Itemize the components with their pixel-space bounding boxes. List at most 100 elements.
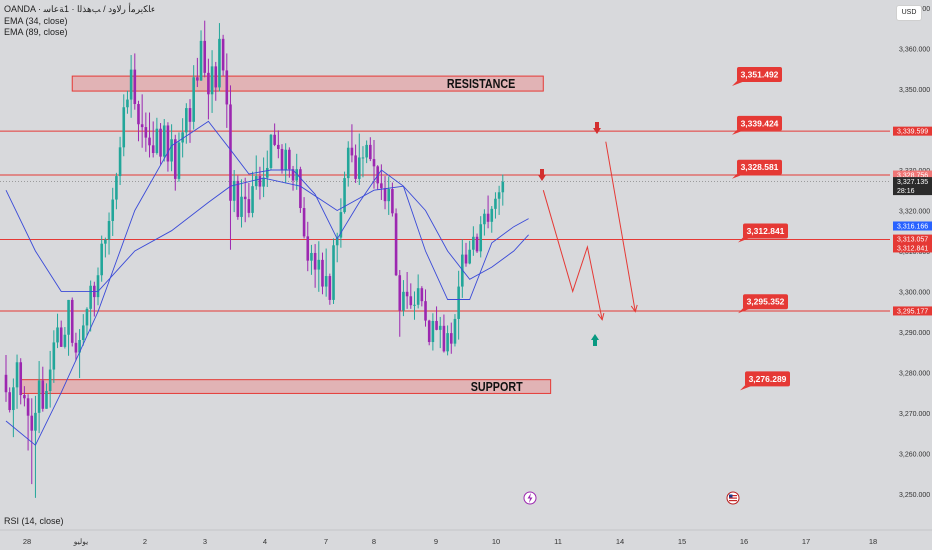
candle (321, 252, 324, 295)
candle (490, 206, 494, 233)
symbol-line[interactable]: OANDA · ﺀﺎﻜﻳﺮﻣﺃ ﺭﻻﻭﺩ / ﺐﻫﺬﻟﺍ · 1ﺔﻋﺎﺳ (4, 4, 156, 14)
candle (247, 182, 251, 218)
candle-body (232, 180, 236, 201)
candle (449, 322, 453, 354)
candle (207, 58, 210, 120)
candle (30, 398, 34, 485)
axis-tag: 3,295.177 (893, 306, 932, 316)
candle-body (96, 275, 100, 298)
x-tick-label: 10 (492, 537, 500, 546)
candle-body (420, 288, 424, 302)
candle-body (63, 334, 67, 347)
x-tick-label: 9 (434, 537, 438, 546)
level-label-text: 3,295.352 (747, 297, 785, 307)
candle (350, 124, 354, 163)
axis-tag-text: 3,316.166 (897, 223, 928, 230)
level-label-text: 3,312.841 (747, 226, 785, 236)
candle-body (365, 144, 368, 158)
ema89-legend[interactable]: EMA (89, close) (4, 27, 68, 37)
level-label-1: 3,339.424 (732, 115, 782, 135)
candle-body (48, 369, 52, 391)
level-label-2: 3,328.581 (732, 159, 782, 179)
candle (74, 332, 78, 361)
candle-body (4, 374, 8, 393)
candle (48, 350, 52, 408)
buy-arrow-icon (591, 334, 599, 346)
candle-body (332, 245, 335, 300)
candle-body (354, 155, 357, 179)
candle-body (387, 189, 391, 202)
candle-body (140, 124, 144, 128)
ema34-legend[interactable]: EMA (34, close) (4, 15, 68, 26)
candle-body (162, 125, 166, 157)
candle-body (115, 176, 118, 200)
candle-body (479, 224, 483, 252)
candle (365, 140, 368, 164)
axis-tag: 3,312.841 (893, 243, 932, 253)
sell-arrow-icon (538, 169, 546, 181)
candle-body (173, 139, 177, 179)
candle-body (350, 147, 354, 156)
candle-body (483, 213, 486, 225)
candle-body (185, 108, 188, 133)
candle (240, 179, 243, 228)
candle-body (306, 236, 310, 261)
candle-body (148, 137, 151, 146)
candle-body (8, 392, 11, 411)
candle-body (85, 308, 89, 326)
candle (151, 121, 155, 158)
candle (461, 239, 464, 298)
candle (346, 141, 350, 187)
candle (45, 383, 48, 409)
candle-body (431, 320, 435, 343)
candle-body (262, 177, 265, 187)
axis-tag: 3,339.599 (893, 126, 932, 136)
candle (277, 130, 280, 159)
axis-tag-text: 3,327.135 (897, 179, 928, 186)
y-tick-label: 3,260.000 (899, 451, 930, 458)
candle-body (324, 276, 328, 287)
candle-body (343, 178, 346, 213)
y-tick-label: 3,290.000 (899, 330, 930, 337)
candle (137, 100, 140, 142)
candle (284, 143, 287, 184)
x-tick-label: 18 (869, 537, 877, 546)
candle (203, 20, 207, 78)
candle (225, 53, 229, 128)
axis-tag-text: 3,339.599 (897, 129, 928, 136)
candle-body (258, 176, 262, 187)
candle (391, 182, 394, 217)
candle-body (438, 325, 442, 330)
axis-tag-text: 3,328.756 (897, 173, 928, 180)
candle-body (409, 296, 413, 306)
candle-body (299, 169, 302, 209)
candle-body (398, 275, 402, 311)
currency-button[interactable]: USD (896, 5, 922, 21)
candle (107, 212, 111, 255)
candle (210, 50, 214, 113)
candle-body (372, 159, 376, 167)
candle-body (155, 128, 159, 153)
candle-body (56, 327, 59, 343)
candle-body (383, 188, 387, 202)
candle (126, 90, 129, 114)
candle (269, 133, 273, 170)
axis-tag: 3,327.135 (893, 177, 932, 196)
candle-body (295, 169, 299, 181)
projection-arrowhead-0 (597, 312, 605, 321)
candle (85, 307, 89, 336)
candle (280, 144, 284, 174)
candle-body (122, 107, 126, 148)
rsi-legend[interactable]: RSI (14, close) (4, 516, 64, 526)
candle-body (380, 183, 383, 189)
candle (431, 313, 435, 351)
candle-body (89, 285, 92, 309)
candle-body (240, 196, 243, 217)
candle (159, 123, 162, 165)
candle-body (494, 198, 497, 209)
candle-body (151, 145, 155, 153)
candle (199, 30, 203, 81)
candle (173, 134, 177, 191)
